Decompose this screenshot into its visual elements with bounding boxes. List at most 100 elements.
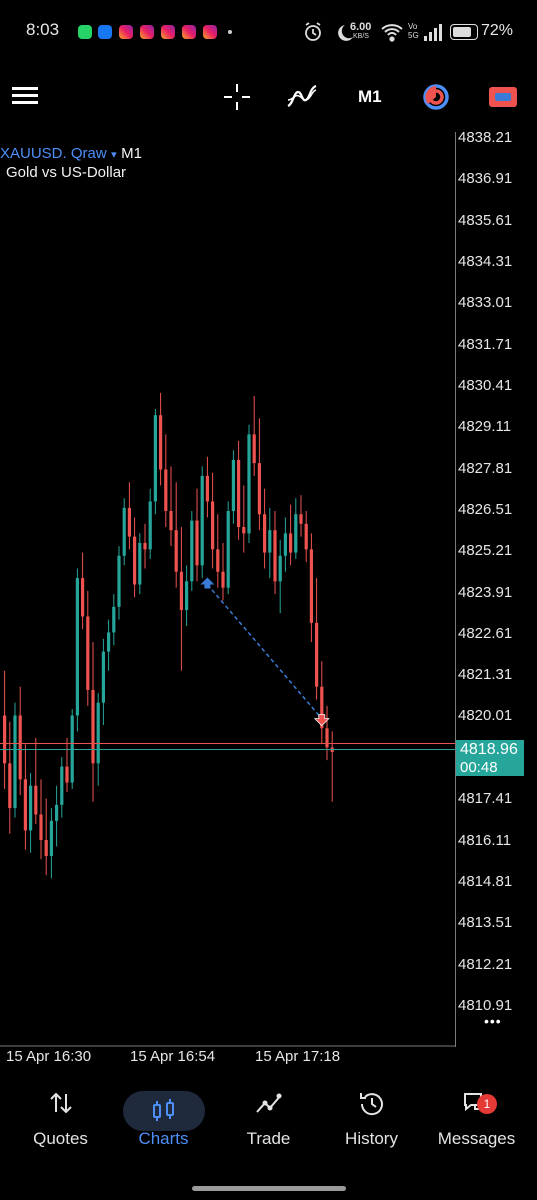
candle-body: [299, 514, 303, 524]
price-chart[interactable]: [0, 132, 537, 1047]
current-price-tag: 4818.96 00:48: [456, 740, 524, 776]
candle-body: [101, 651, 105, 703]
nav-label: Messages: [437, 1129, 516, 1148]
candle-body: [226, 511, 230, 588]
chart-color-icon[interactable]: [422, 83, 450, 111]
signal-icons: [381, 24, 442, 42]
candle-body: [320, 686, 324, 729]
home-indicator[interactable]: [192, 1186, 346, 1191]
chart-toolbar: [0, 64, 537, 130]
candle-body: [133, 536, 137, 585]
crosshair-icon[interactable]: [222, 82, 252, 112]
price-label: 4817.41: [458, 790, 513, 807]
candle-body: [13, 715, 17, 809]
instagram-icon: [140, 25, 154, 39]
candle-body: [257, 463, 261, 515]
price-label: 4823.91: [458, 584, 513, 601]
sell-marker-icon[interactable]: [313, 714, 330, 727]
price-label: 4827.81: [458, 460, 513, 477]
time-label: 15 Apr 16:30: [6, 1048, 92, 1065]
nav-label: Charts: [138, 1129, 189, 1148]
nav-history[interactable]: History: [319, 1090, 424, 1149]
nav-label: History: [345, 1129, 398, 1148]
charts-icon: [152, 1099, 174, 1121]
price-label: 4812.21: [458, 956, 513, 973]
price-label: 4814.81: [458, 873, 513, 890]
instrument-symbol[interactable]: XAUUSD. Qraw: [0, 145, 107, 162]
price-label: 4826.51: [458, 501, 513, 518]
candle-body: [8, 763, 12, 809]
candle-body: [231, 459, 235, 512]
price-label: 4833.01: [458, 294, 513, 311]
candle-body: [263, 514, 267, 553]
messages-badge: 1: [477, 1094, 497, 1114]
candle-body: [122, 507, 126, 556]
candle-body: [153, 415, 157, 502]
price-label: 4822.61: [458, 625, 513, 642]
time-label: 15 Apr 16:54: [130, 1048, 216, 1065]
status-icons: [305, 22, 353, 41]
candle-body: [112, 606, 116, 633]
trade-icon: [255, 1093, 282, 1113]
candle-body: [117, 555, 121, 607]
volte-label: Vo 5G: [408, 22, 419, 40]
candle-body: [174, 530, 178, 572]
instagram-icon: [182, 25, 196, 39]
battery-percent: 72%: [481, 22, 514, 39]
candle-body: [3, 715, 7, 764]
candle-body: [148, 501, 152, 550]
instrument-timeframe: M1: [121, 145, 142, 162]
candles: [3, 392, 334, 879]
bar-countdown: 00:48: [460, 759, 498, 776]
cell-signal-icon: [424, 24, 442, 41]
status-time: 8:03: [26, 20, 60, 39]
net-speed-unit: KB/S: [353, 33, 369, 40]
nav-charts[interactable]: Charts: [111, 1090, 216, 1149]
candle-body: [127, 507, 131, 537]
candle-body: [39, 814, 43, 841]
history-icon: [359, 1093, 383, 1116]
trade-history-line: [206, 584, 323, 720]
price-label: 4830.41: [458, 377, 513, 394]
indicators-icon[interactable]: [286, 82, 318, 112]
net-speed-value: 6.00: [350, 21, 372, 33]
price-label: 4825.21: [458, 542, 513, 559]
timeframe-button[interactable]: M1: [358, 87, 382, 106]
instrument-header[interactable]: XAUUSD. Qraw ▾ M1: [0, 145, 142, 163]
candle-body: [23, 779, 27, 831]
price-label: 4829.11: [458, 418, 512, 435]
candle-body: [18, 715, 22, 780]
price-label: 4838.21: [458, 129, 513, 146]
candle-body: [294, 514, 298, 553]
nav-messages[interactable]: Messages 1: [424, 1090, 529, 1149]
candle-body: [96, 702, 100, 764]
instagram-icon: [119, 25, 133, 39]
candle-body: [309, 549, 313, 623]
wifi-icon: [381, 24, 403, 42]
quotes-icon: [49, 1092, 72, 1114]
more-notifications-icon: [228, 30, 232, 34]
instrument-description: Gold vs US-Dollar: [6, 164, 127, 181]
candle-body: [325, 728, 329, 748]
candle-body: [164, 469, 168, 512]
candle-body: [107, 632, 111, 652]
symbol-dropdown-icon[interactable]: ▾: [111, 149, 117, 161]
battery-icon: [450, 24, 478, 40]
facebook-icon: [98, 25, 112, 39]
nav-trade[interactable]: Trade: [216, 1090, 321, 1149]
menu-icon[interactable]: [12, 85, 40, 107]
time-label: 15 Apr 17:18: [255, 1048, 341, 1065]
more-options-icon[interactable]: •••: [484, 1013, 502, 1029]
candle-body: [81, 578, 85, 617]
candle-body: [242, 527, 246, 534]
price-label: 4820.01: [458, 707, 513, 724]
price-label: 4810.91: [458, 997, 513, 1014]
trade-toggle-icon[interactable]: [488, 84, 518, 110]
candle-body: [70, 715, 74, 783]
nav-quotes[interactable]: Quotes: [8, 1090, 113, 1149]
candle-body: [143, 542, 147, 550]
candle-body: [205, 475, 209, 502]
candle-body: [211, 501, 215, 550]
buy-marker-icon[interactable]: [200, 577, 215, 589]
instagram-icon: [161, 25, 175, 39]
